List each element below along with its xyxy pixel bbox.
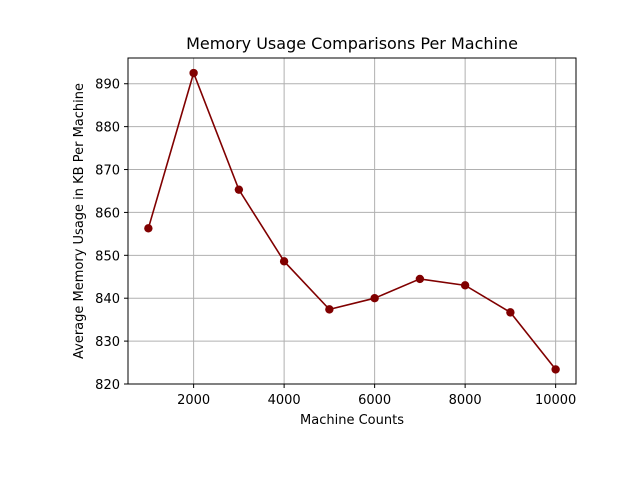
x-tick-label: 8000 — [449, 393, 482, 408]
series-layer — [144, 68, 560, 374]
x-axis: 2000 4000 6000 8000 10000 — [177, 384, 576, 408]
data-point — [189, 68, 198, 78]
x-tick-label: 2000 — [177, 393, 210, 408]
data-point — [279, 257, 289, 266]
data-point — [460, 281, 470, 290]
chart-title: Memory Usage Comparisons Per Machine — [186, 34, 518, 53]
x-axis-label: Machine Counts — [300, 413, 404, 428]
data-point — [551, 365, 560, 374]
x-tick-label: 6000 — [358, 393, 391, 408]
y-axis: 820 830 840 850 860 870 880 890 — [95, 78, 128, 393]
x-tick-label: 10000 — [535, 393, 576, 408]
grid — [128, 58, 576, 385]
data-point — [370, 294, 379, 303]
y-tick-label: 850 — [95, 249, 120, 264]
y-tick-label: 830 — [95, 335, 120, 350]
series-line — [147, 70, 557, 370]
y-tick-label: 890 — [95, 78, 120, 93]
data-point — [325, 305, 334, 314]
data-point — [415, 274, 425, 284]
data-point — [144, 224, 153, 233]
y-tick-label: 820 — [95, 378, 120, 393]
y-tick-label: 870 — [95, 164, 120, 179]
y-tick-label: 880 — [95, 121, 120, 136]
data-point — [234, 185, 244, 194]
plot-frame — [127, 57, 577, 385]
y-tick-label: 840 — [95, 292, 120, 307]
data-point — [506, 308, 515, 317]
y-tick-label: 860 — [95, 206, 120, 221]
y-axis-label: Average Memory Usage in KB Per Machine — [72, 83, 87, 359]
x-tick-label: 4000 — [268, 393, 301, 408]
